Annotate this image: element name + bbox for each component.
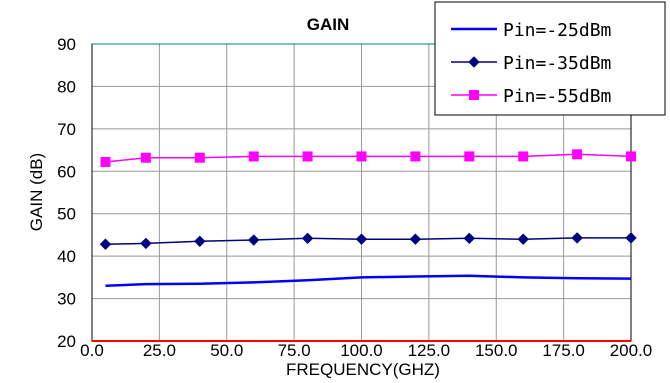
x-tick-labels: 0.0 25.0 50.0 75.0 100.0 125.0 150.0 175.0 200.0 xyxy=(80,341,652,360)
series-line-3 xyxy=(105,153,632,163)
y-tick-label: 40 xyxy=(57,247,76,266)
series-2-point xyxy=(571,232,583,244)
y-tick-label: 60 xyxy=(57,162,76,181)
x-tick-label: 50.0 xyxy=(210,341,243,360)
x-tick-label: 125.0 xyxy=(408,341,451,360)
series-2-point xyxy=(463,232,476,245)
series-3-point xyxy=(356,151,367,162)
series-3-point xyxy=(572,149,583,160)
series-line-1 xyxy=(105,274,632,288)
x-tick-label: 100.0 xyxy=(340,341,383,360)
legend-label-3: Pin=-55dBm xyxy=(503,86,611,107)
x-tick-label: 175.0 xyxy=(542,341,585,360)
series-line-2 xyxy=(105,237,631,246)
y-axis-label: GAIN (dB) xyxy=(27,153,46,231)
series-2-point xyxy=(301,232,314,245)
legend-marker-2 xyxy=(468,56,480,68)
x-tick-label: 75.0 xyxy=(278,341,311,360)
y-tick-label: 70 xyxy=(57,120,76,139)
y-tick-label: 50 xyxy=(57,205,76,224)
chart-title: GAIN xyxy=(307,15,350,34)
series-2-point xyxy=(355,233,368,245)
series-2-point xyxy=(517,233,529,245)
legend: Pin=-25dBm Pin=-35dBm Pin=-55dBm xyxy=(434,1,666,116)
series-2-point xyxy=(625,232,637,244)
y-tick-label: 30 xyxy=(57,290,76,309)
x-tick-label: 150.0 xyxy=(475,341,518,360)
series-3-point xyxy=(194,152,205,163)
y-tick-labels: 20 30 40 50 60 70 80 90 xyxy=(57,35,76,351)
legend-marker-3 xyxy=(469,90,479,100)
y-tick-label: 20 xyxy=(57,332,76,351)
series-3-point xyxy=(518,151,529,162)
series-3-point xyxy=(302,151,313,162)
series-3-point xyxy=(410,151,421,162)
series-3-point xyxy=(464,151,475,162)
series-2-point xyxy=(140,237,152,250)
x-tick-label: 0.0 xyxy=(80,341,104,360)
x-axis-label: FREQUENCY(GHZ) xyxy=(286,360,440,379)
y-tick-label: 90 xyxy=(57,35,76,54)
series-3-point xyxy=(248,151,259,162)
series-3-point xyxy=(626,151,636,162)
x-tick-label: 25.0 xyxy=(143,341,176,360)
series-group xyxy=(99,149,637,288)
series-2-point xyxy=(409,233,422,245)
legend-label-1: Pin=-25dBm xyxy=(503,20,611,41)
series-2-point xyxy=(247,234,260,246)
x-tick-label: 200.0 xyxy=(610,341,653,360)
series-3-point xyxy=(140,152,151,163)
series-3-point xyxy=(100,156,111,167)
series-2-point xyxy=(194,235,206,247)
y-tick-label: 80 xyxy=(57,77,76,96)
legend-label-2: Pin=-35dBm xyxy=(503,53,611,74)
series-2-point xyxy=(99,238,112,250)
